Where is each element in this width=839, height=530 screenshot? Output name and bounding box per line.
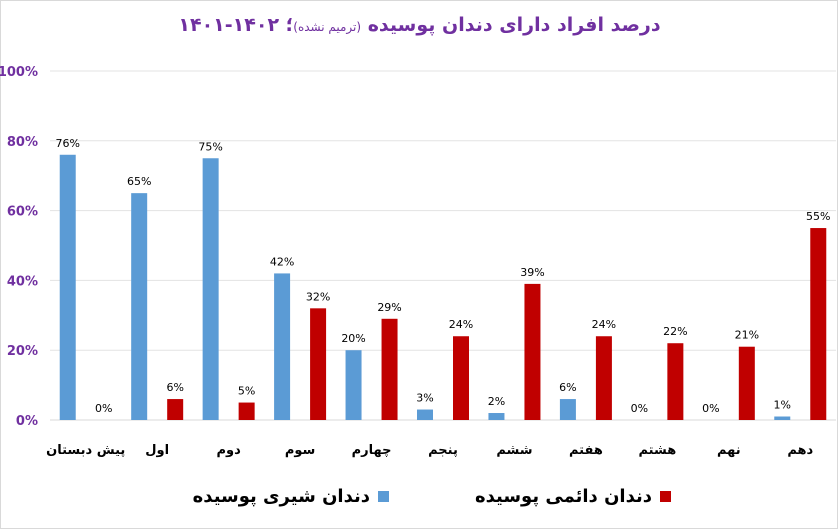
- bar: [738, 346, 755, 420]
- data-label: 75%: [198, 140, 222, 153]
- bar: [524, 283, 541, 420]
- chart-title: درصد افراد دارای دندان پوسیده (ترمیم نشد…: [0, 14, 839, 36]
- data-label: 22%: [663, 325, 687, 338]
- legend-item-permanent: دندان دائمی پوسیده: [475, 486, 671, 507]
- y-tick-label: 20%: [7, 344, 38, 359]
- x-tick-label: نهم: [717, 443, 741, 458]
- data-label: 21%: [735, 329, 759, 342]
- data-label: 32%: [306, 290, 330, 303]
- bar: [345, 350, 362, 420]
- y-axis-ticks: 0% 20% 40% 60% 80% 100%: [0, 65, 38, 429]
- x-tick-label: سوم: [285, 443, 315, 458]
- x-tick-label: هشتم: [638, 443, 676, 458]
- y-tick-label: 40%: [7, 274, 38, 289]
- legend-swatch-primary: [378, 491, 389, 502]
- data-label: 3%: [416, 392, 433, 405]
- data-label: 2%: [488, 395, 505, 408]
- x-axis-ticks: پیش دبستان اول دوم سوم چهارم پنجم ششم هفتم هشتم ن…: [46, 443, 813, 458]
- legend-swatch-permanent: [660, 491, 671, 502]
- data-label: 5%: [238, 385, 255, 398]
- x-tick-label: چهارم: [352, 443, 392, 458]
- x-tick-label: هفتم: [569, 443, 603, 458]
- data-labels: 76% 0% 65% 6% 75% 5% 42% 32% 20% 29% 3% 24% 2% 39% 6% 2…: [56, 137, 831, 415]
- data-label: 0%: [702, 402, 719, 415]
- data-label: 65%: [127, 175, 151, 188]
- data-label: 20%: [341, 332, 365, 345]
- bar: [417, 409, 433, 420]
- y-tick-label: 80%: [7, 135, 38, 150]
- y-tick-label: 100%: [0, 65, 38, 80]
- bar: [559, 399, 576, 420]
- x-tick-label: ششم: [496, 443, 532, 458]
- chart-title-note: (ترمیم نشده): [293, 20, 362, 34]
- bar: [667, 343, 684, 420]
- y-tick-label: 60%: [7, 205, 38, 220]
- legend-item-primary: دندان شیری پوسیده: [193, 486, 389, 507]
- legend-label-primary: دندان شیری پوسیده: [192, 486, 370, 507]
- bar: [202, 158, 219, 420]
- x-tick-label: اول: [145, 443, 169, 458]
- data-label: 0%: [95, 402, 112, 415]
- data-label: 55%: [806, 210, 830, 223]
- bar: [310, 308, 327, 420]
- data-label: 29%: [377, 301, 401, 314]
- x-tick-label: دهم: [787, 443, 813, 458]
- x-tick-label: پیش دبستان: [46, 443, 125, 458]
- x-tick-label: پنجم: [428, 443, 458, 458]
- bar: [238, 402, 255, 420]
- legend-label-permanent: دندان دائمی پوسیده: [474, 486, 652, 507]
- data-label: 42%: [270, 255, 294, 268]
- bar: [488, 413, 505, 420]
- data-label: 24%: [449, 318, 473, 331]
- chart-title-years: ؛ ۱۴۰۲-۱۴۰۱: [178, 14, 294, 36]
- plot-area: 0% 20% 40% 60% 80% 100% 76% 0% 65% 6% 75% 5% 42% 32%…: [0, 65, 836, 458]
- data-label: 24%: [592, 318, 616, 331]
- legend: دندان دائمی پوسیده دندان شیری پوسیده: [0, 486, 839, 516]
- bar: [810, 228, 827, 420]
- bar: [595, 336, 612, 420]
- y-tick-label: 0%: [16, 414, 38, 429]
- bars: [59, 154, 827, 420]
- bar: [59, 154, 76, 420]
- x-tick-label: دوم: [216, 443, 241, 458]
- data-label: 0%: [631, 402, 648, 415]
- bar: [274, 273, 291, 420]
- bar: [381, 318, 398, 420]
- data-label: 76%: [56, 137, 80, 150]
- data-label: 39%: [520, 266, 544, 279]
- data-label: 6%: [166, 381, 183, 394]
- data-label: 1%: [774, 399, 791, 412]
- bar: [774, 416, 791, 420]
- bar: [167, 399, 184, 420]
- bar: [453, 336, 469, 420]
- bar: [131, 193, 148, 420]
- chart-title-main: درصد افراد دارای دندان پوسیده: [367, 14, 661, 36]
- gridlines: [50, 70, 836, 421]
- data-label: 6%: [559, 381, 576, 394]
